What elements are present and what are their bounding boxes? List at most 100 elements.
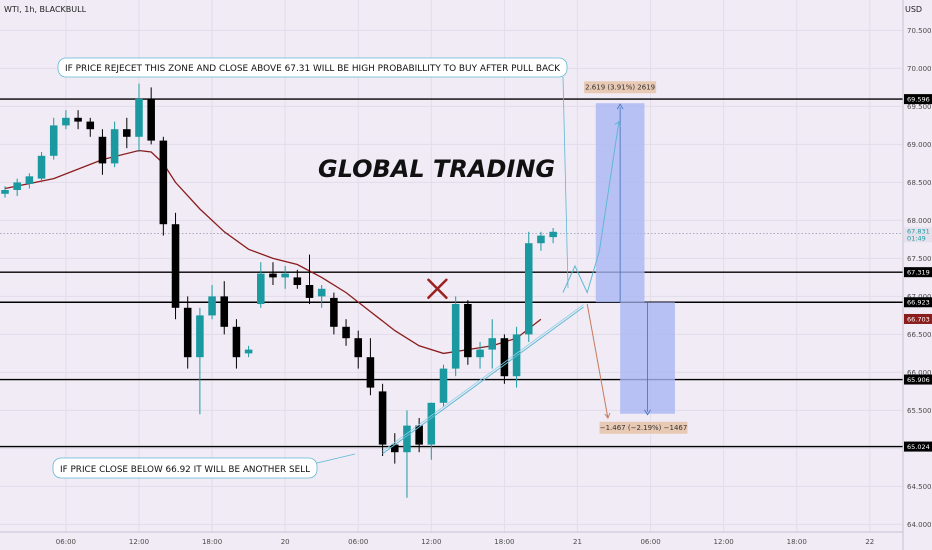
y-tick-label: 68.000 [907,217,932,225]
bullish-candle[interactable] [451,296,460,377]
candle-body [208,296,216,316]
y-tick-label: 69.000 [907,141,932,149]
bullish-candle[interactable] [537,231,545,251]
y-tick-label: 70.500 [907,27,932,35]
bullish-candle[interactable] [403,410,411,498]
level-price-tag: 66.923 [907,299,930,307]
candle-body [147,98,155,141]
rejection-x-mark [427,278,448,300]
candle-body [257,273,265,304]
candle-body [1,190,9,194]
candle-body [37,155,46,179]
bullish-candle[interactable] [281,266,289,289]
bearish-candle[interactable] [232,319,241,369]
candle-body [464,304,472,358]
candle-body [354,338,363,358]
candle-body [403,425,411,453]
candle-body [378,391,387,445]
bullish-candle[interactable] [549,228,557,244]
level-price-tag-box [904,374,932,385]
x-tick-label: 12:00 [714,538,734,546]
long-measure-label-box [584,81,657,94]
candle-body [171,224,180,308]
bearish-candle[interactable] [171,212,180,320]
y-tick-label: 66.000 [907,369,932,377]
bearish-candle[interactable] [415,418,423,453]
level-price-tag-box [904,94,932,105]
level-price-tag-box [904,267,932,278]
bearish-candle[interactable] [159,136,168,236]
candle-body [98,136,107,164]
bullish-candle[interactable] [439,364,448,407]
bearish-candle[interactable] [220,281,229,335]
bullish-candle[interactable] [244,345,253,358]
bullish-candle[interactable] [25,173,34,189]
trendline-lower [382,306,584,455]
projection-up-path [562,121,620,295]
bullish-candle[interactable] [317,285,326,308]
y-tick-label: 66.500 [907,331,932,339]
bullish-candle[interactable] [135,83,143,152]
bottom-note-pointer [316,453,356,464]
bearish-candle[interactable] [500,334,509,384]
bearish-candle[interactable] [366,338,375,396]
short-measure-label: −1.467 (−2.19%) −1467 [600,424,688,432]
top-note-box [57,57,568,78]
level-price-tag: 69.596 [907,95,930,103]
y-tick-label: 68.500 [907,179,932,187]
bullish-candle[interactable] [1,186,9,198]
candle-body [159,140,168,225]
candle-body [366,357,375,388]
candle-body [391,444,399,453]
bullish-candle[interactable] [13,178,21,197]
ma-price-tag-box [904,313,932,324]
bearish-candle[interactable] [354,330,363,369]
bullish-candle[interactable] [208,285,216,320]
candle-body [305,285,314,298]
candle-body [110,129,119,164]
bullish-candle[interactable] [62,110,70,130]
level-price-tag-box [904,297,932,308]
bullish-candle[interactable] [524,231,533,342]
candle-body [500,338,509,377]
candle-body [74,117,82,122]
bearish-candle[interactable] [378,383,387,456]
bearish-candle[interactable] [330,292,338,335]
bullish-candle[interactable] [49,117,58,160]
bearish-candle[interactable] [98,129,107,175]
bearish-candle[interactable] [86,117,95,137]
current-price-tag: 67.831 [907,228,930,236]
bearish-candle[interactable] [391,433,399,464]
candle-body [86,121,95,130]
bearish-candle[interactable] [293,269,302,289]
bullish-candle[interactable] [488,319,496,369]
bullish-candle[interactable] [37,152,46,183]
candle-body [281,273,289,278]
bullish-candle[interactable] [257,262,265,308]
bearish-candle[interactable] [147,87,155,145]
bearish-candle[interactable] [342,319,350,346]
bullish-candle[interactable] [476,342,484,369]
bearish-candle[interactable] [269,262,277,285]
bearish-candle[interactable] [183,296,192,369]
candle-body [49,125,58,156]
current-price-tag-box [904,227,932,243]
candle-body [451,304,460,369]
candle-body [232,326,241,358]
bearish-candle[interactable] [74,110,82,130]
x-tick-label: 06:00 [348,538,368,546]
bullish-candle[interactable] [110,121,119,168]
bullish-candle[interactable] [427,402,436,460]
bearish-candle[interactable] [464,300,472,365]
projection-up-arrowhead [614,120,621,127]
candle-body [524,243,533,335]
bearish-candle[interactable] [305,254,314,304]
candle-body [317,288,326,297]
candle-body [427,402,436,445]
bearish-candle[interactable] [123,117,131,149]
y-tick-label: 70.000 [907,65,932,73]
chart-title: WTI, 1h, BLACKBULL [4,5,87,14]
bullish-candle[interactable] [196,307,204,415]
